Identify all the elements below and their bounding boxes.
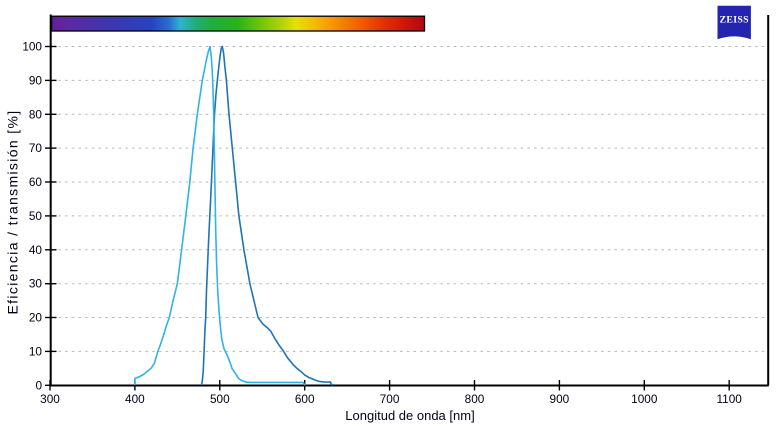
svg-text:700: 700	[380, 392, 400, 406]
svg-text:Eficiencia / transmisión [%]: Eficiencia / transmisión [%]	[5, 109, 21, 314]
svg-text:50: 50	[29, 209, 43, 223]
svg-text:400: 400	[125, 392, 145, 406]
svg-text:ZEISS: ZEISS	[720, 15, 750, 26]
svg-text:100: 100	[22, 40, 42, 54]
svg-text:80: 80	[29, 107, 43, 121]
svg-text:600: 600	[295, 392, 315, 406]
svg-text:1000: 1000	[631, 392, 658, 406]
svg-text:Longitud de onda [nm]: Longitud de onda [nm]	[345, 408, 474, 423]
svg-text:900: 900	[550, 392, 570, 406]
svg-text:300: 300	[40, 392, 60, 406]
svg-text:20: 20	[29, 311, 43, 325]
svg-text:0: 0	[35, 378, 42, 392]
svg-text:800: 800	[465, 392, 485, 406]
svg-text:10: 10	[29, 344, 43, 358]
svg-text:40: 40	[29, 243, 43, 257]
svg-text:90: 90	[29, 73, 43, 87]
svg-text:70: 70	[29, 141, 43, 155]
svg-text:30: 30	[29, 277, 43, 291]
svg-text:60: 60	[29, 175, 43, 189]
svg-text:500: 500	[210, 392, 230, 406]
svg-text:1100: 1100	[717, 392, 743, 406]
